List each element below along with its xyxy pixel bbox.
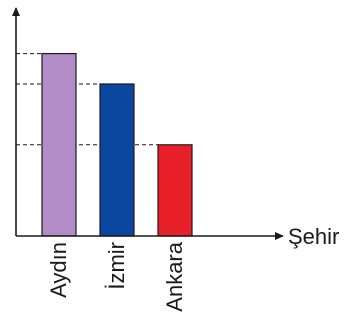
bar-1 — [41, 52, 77, 237]
category-label-2: İzmir — [104, 242, 129, 290]
category-label-3: Ankara — [162, 241, 187, 311]
category-label-1: Aydın — [46, 242, 71, 298]
x-axis-label: Şehir — [288, 224, 339, 249]
bar-2 — [99, 83, 135, 237]
guide-lines — [16, 53, 158, 146]
category-labels: Aydın İzmir Ankara — [46, 241, 187, 311]
bar-3 — [157, 144, 193, 237]
bars — [41, 52, 193, 237]
